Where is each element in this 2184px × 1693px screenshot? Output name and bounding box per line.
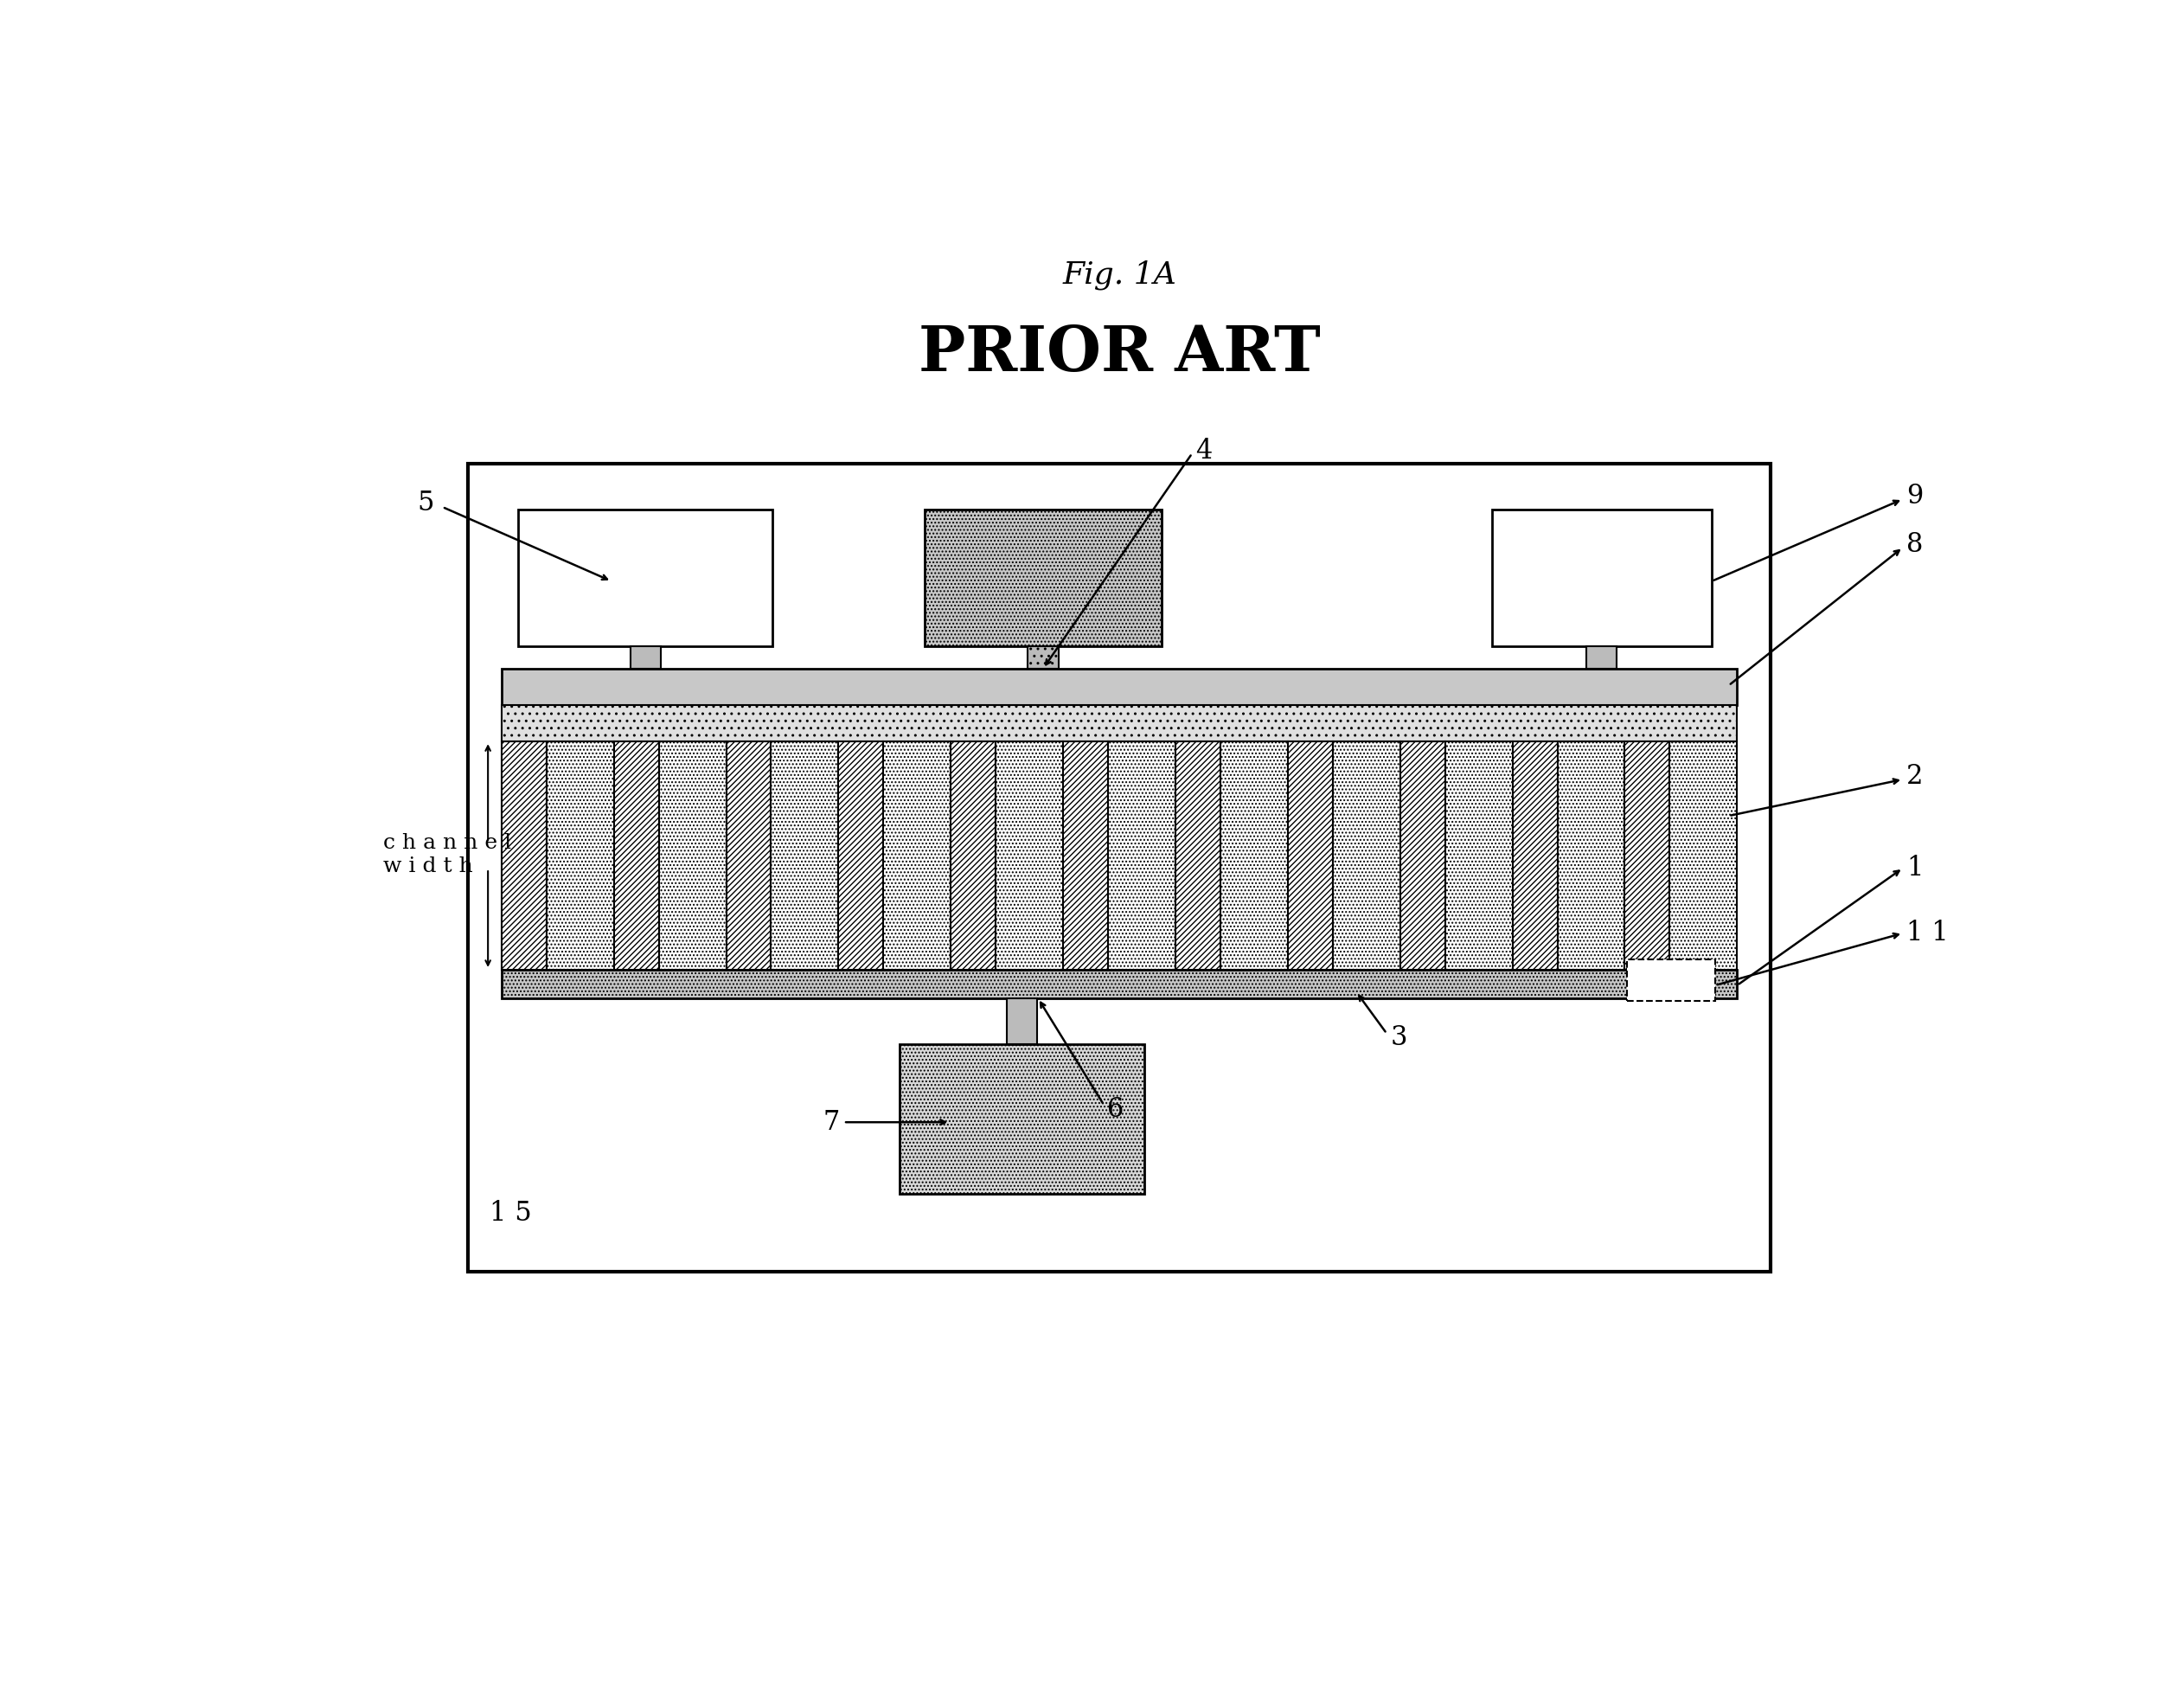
Bar [1107, 742, 1175, 970]
Bar [771, 742, 839, 970]
Bar [546, 742, 614, 970]
Bar [518, 510, 773, 647]
Bar [924, 510, 1162, 647]
Bar [660, 742, 725, 970]
Text: c h a n n e l
w i d t h: c h a n n e l w i d t h [382, 833, 511, 877]
Text: 1: 1 [1907, 855, 1924, 882]
Bar [950, 742, 996, 970]
Bar [996, 742, 1064, 970]
Bar [1064, 742, 1107, 970]
Text: Fig. 1A: Fig. 1A [1061, 261, 1177, 290]
Bar [1557, 742, 1625, 970]
Bar [1625, 742, 1671, 970]
Bar [1671, 742, 1736, 970]
Bar [614, 742, 660, 970]
Text: 6: 6 [1107, 1095, 1125, 1122]
Bar [1332, 742, 1400, 970]
Bar [839, 742, 882, 970]
Bar [1400, 742, 1446, 970]
Bar [467, 464, 1771, 1271]
Text: 1 1: 1 1 [1907, 919, 1948, 946]
Bar [1175, 742, 1221, 970]
Bar [1492, 510, 1712, 647]
Text: 4: 4 [1195, 437, 1212, 464]
Bar [1446, 742, 1514, 970]
Text: 5: 5 [417, 489, 435, 516]
Bar [502, 704, 1736, 742]
Bar [1514, 742, 1557, 970]
Bar [1029, 647, 1059, 669]
Bar [725, 742, 771, 970]
Bar [882, 742, 950, 970]
Bar [900, 1045, 1144, 1194]
Bar [502, 970, 1736, 999]
Text: 7: 7 [823, 1109, 841, 1136]
Text: 9: 9 [1907, 483, 1922, 510]
Text: 1 5: 1 5 [489, 1200, 533, 1227]
Text: 8: 8 [1907, 532, 1924, 559]
Text: 3: 3 [1391, 1024, 1406, 1051]
Bar [1221, 742, 1289, 970]
Bar [1007, 999, 1037, 1045]
Bar [631, 647, 660, 669]
Bar [1627, 960, 1714, 1001]
Text: 2: 2 [1907, 764, 1924, 791]
Bar [502, 669, 1736, 704]
Bar [502, 742, 546, 970]
Text: PRIOR ART: PRIOR ART [917, 322, 1321, 384]
Bar [1289, 742, 1332, 970]
Bar [1586, 647, 1616, 669]
